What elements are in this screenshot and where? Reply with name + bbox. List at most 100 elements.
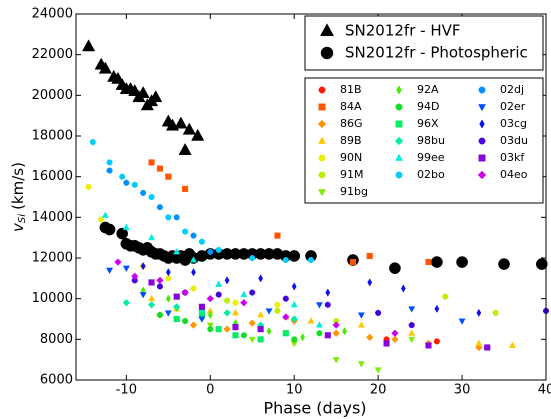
- data-point: [98, 216, 105, 223]
- data-point: [349, 259, 357, 266]
- data-point: [106, 267, 114, 275]
- data-point: [173, 315, 180, 323]
- data-point: [282, 313, 290, 321]
- data-point: [190, 285, 197, 292]
- data-point: [366, 333, 374, 342]
- data-point: [206, 322, 214, 329]
- data-point: [85, 183, 92, 190]
- data-point: [173, 214, 180, 221]
- data-point: [173, 248, 181, 255]
- data-point: [535, 258, 548, 270]
- data-point: [475, 339, 483, 346]
- data-point: [307, 256, 315, 264]
- data-point: [324, 332, 331, 339]
- data-point: [434, 304, 440, 313]
- data-point: [165, 268, 171, 277]
- data-point: [223, 325, 231, 333]
- data-point: [156, 165, 163, 172]
- data-point: [207, 310, 213, 320]
- data-point: [122, 223, 130, 230]
- data-point: [148, 193, 155, 201]
- data-point: [182, 228, 189, 235]
- data-point: [198, 316, 206, 323]
- data-point: [248, 336, 256, 344]
- data-point: [357, 312, 365, 319]
- data-point: [456, 256, 468, 268]
- legend-label: 03du: [500, 134, 528, 147]
- legend-label: 02er: [500, 100, 526, 113]
- data-point: [248, 319, 256, 327]
- data-point: [165, 173, 172, 180]
- data-point: [408, 336, 416, 344]
- data-point: [249, 254, 256, 262]
- legend-marker: [319, 23, 335, 37]
- legend-label: 03kf: [500, 151, 525, 164]
- legend-marker: [318, 189, 326, 197]
- data-point: [408, 322, 415, 329]
- legend-marker: [395, 103, 403, 111]
- data-point: [182, 317, 189, 325]
- data-point: [332, 357, 340, 364]
- data-point: [223, 309, 231, 317]
- data-point: [257, 326, 264, 333]
- legend-label: 92A: [417, 83, 439, 96]
- data-point: [431, 256, 443, 268]
- data-point: [224, 276, 230, 285]
- legend-marker: [395, 120, 403, 128]
- data-point: [232, 332, 239, 339]
- x-tick-label: 10: [286, 383, 303, 398]
- legend-box: [304, 15, 544, 71]
- data-point: [215, 246, 222, 253]
- legend-marker: [395, 171, 403, 179]
- data-point: [290, 300, 298, 308]
- y-tick-label: 14000: [32, 210, 73, 225]
- legend-marker: [320, 46, 334, 60]
- y-tick-label: 16000: [32, 169, 73, 184]
- data-point: [122, 299, 131, 307]
- data-point: [89, 139, 96, 146]
- data-point: [400, 284, 406, 293]
- data-point: [106, 159, 113, 166]
- data-point: [366, 252, 373, 260]
- y-tick-label: 10000: [32, 291, 73, 306]
- x-tick-label: -10: [116, 383, 137, 398]
- y-label-subscript: Si: [17, 214, 28, 223]
- data-point: [232, 299, 239, 306]
- legend-label: 90N: [340, 151, 362, 164]
- legend-marker: [478, 86, 486, 94]
- data-point: [282, 330, 289, 337]
- legend-marker: [318, 103, 326, 111]
- data-point: [207, 326, 214, 333]
- data-point: [315, 321, 323, 328]
- legend-label: 03cg: [500, 117, 527, 130]
- y-tick-label: 8000: [40, 332, 73, 347]
- y-tick-label: 12000: [32, 251, 73, 266]
- legend-marker: [478, 154, 486, 162]
- data-point: [391, 329, 399, 337]
- data-point: [342, 327, 347, 336]
- data-point: [174, 116, 188, 129]
- data-point: [492, 309, 499, 316]
- x-axis-label: Phase (days): [263, 399, 366, 418]
- data-point: [389, 262, 401, 275]
- data-point: [324, 301, 331, 308]
- data-point: [408, 329, 416, 336]
- data-point: [357, 361, 365, 368]
- data-point: [274, 301, 281, 308]
- data-point: [231, 309, 239, 316]
- data-point: [189, 321, 198, 329]
- data-point: [265, 308, 273, 315]
- data-point: [189, 256, 198, 263]
- data-point: [425, 342, 432, 349]
- data-point: [274, 232, 281, 239]
- legend-marker: [479, 119, 485, 129]
- legend-marker: [478, 104, 486, 112]
- data-point: [307, 317, 315, 324]
- data-point: [178, 142, 192, 155]
- data-point: [206, 294, 214, 303]
- data-point: [291, 282, 297, 291]
- legend-label: 98bu: [417, 134, 445, 147]
- legend-marker: [318, 136, 326, 144]
- data-point: [98, 61, 112, 74]
- data-point: [148, 233, 156, 241]
